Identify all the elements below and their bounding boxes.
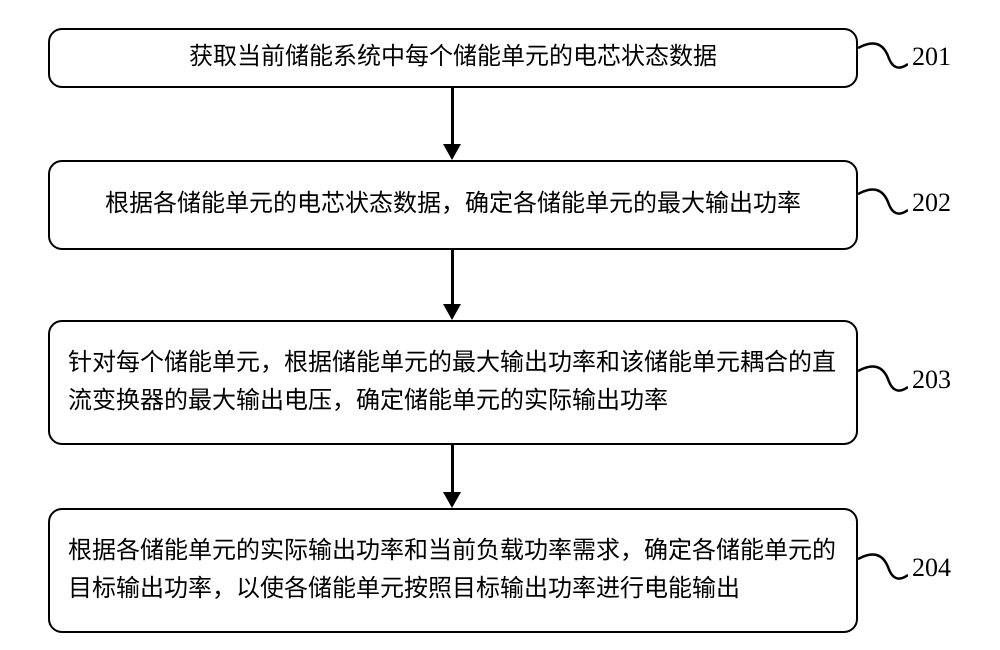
step-label-4: 204 (912, 553, 951, 583)
arrow-2-3-line (451, 250, 454, 304)
step-label-2-text: 202 (912, 188, 951, 217)
arrow-1-2-head (443, 144, 461, 160)
connector-2 (858, 186, 908, 220)
arrow-3-4-line (451, 445, 454, 492)
flow-node-3: 针对每个储能单元，根据储能单元的最大输出功率和该储能单元耦合的直流变换器的最大输… (48, 320, 858, 445)
flowchart-canvas: 获取当前储能系统中每个储能单元的电芯状态数据 根据各储能单元的电芯状态数据，确定… (0, 0, 1000, 650)
arrow-1-2-line (451, 88, 454, 144)
flow-node-4-text: 根据各储能单元的实际输出功率和当前负载功率需求，确定各储能单元的目标输出功率，以… (68, 533, 838, 607)
connector-3 (858, 363, 908, 397)
flow-node-1: 获取当前储能系统中每个储能单元的电芯状态数据 (48, 28, 858, 88)
step-label-1: 201 (912, 42, 951, 72)
step-label-2: 202 (912, 188, 951, 218)
flow-node-1-text: 获取当前储能系统中每个储能单元的电芯状态数据 (189, 39, 717, 76)
flow-node-4: 根据各储能单元的实际输出功率和当前负载功率需求，确定各储能单元的目标输出功率，以… (48, 508, 858, 633)
flow-node-2: 根据各储能单元的电芯状态数据，确定各储能单元的最大输出功率 (48, 160, 858, 250)
connector-1 (858, 40, 908, 74)
arrow-3-4-head (443, 492, 461, 508)
flow-node-2-text: 根据各储能单元的电芯状态数据，确定各储能单元的最大输出功率 (105, 186, 801, 223)
step-label-3-text: 203 (912, 365, 951, 394)
flow-node-3-text: 针对每个储能单元，根据储能单元的最大输出功率和该储能单元耦合的直流变换器的最大输… (68, 345, 838, 419)
arrow-2-3-head (443, 304, 461, 320)
connector-4 (858, 551, 908, 585)
step-label-3: 203 (912, 365, 951, 395)
step-label-1-text: 201 (912, 42, 951, 71)
step-label-4-text: 204 (912, 553, 951, 582)
